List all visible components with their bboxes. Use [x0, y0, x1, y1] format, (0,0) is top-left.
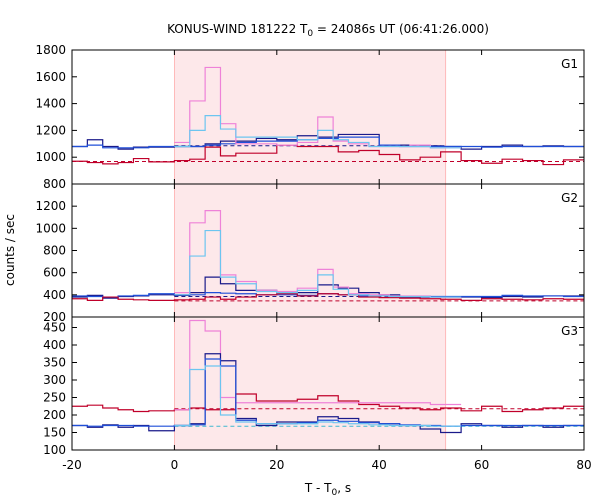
series-sky-g2 — [174, 229, 462, 298]
panel-g2: 200 400 600 800 1000 1200 G2 — [35, 183, 585, 324]
panels-layer: 80010001200140016001800G1200400600800100… — [35, 43, 591, 472]
series-crimson-g1 — [72, 144, 584, 166]
chart-title: KONUS-WIND 181222 T0 = 24086s UT (06:41:… — [167, 22, 489, 39]
y-tick-label: 600 — [43, 266, 66, 280]
y-tick-label: 200 — [43, 408, 66, 422]
series-sky-g3 — [174, 365, 462, 427]
y-tick-label: 400 — [43, 288, 66, 302]
y-tick-label: 450 — [43, 321, 66, 335]
y-tick-label: 300 — [43, 373, 66, 387]
y-tick-label: 150 — [43, 426, 66, 440]
x-tick-label: -20 — [62, 458, 82, 472]
y-tick-label: 800 — [43, 177, 66, 191]
x-tick-label: 40 — [372, 458, 387, 472]
series-sky-g1 — [174, 115, 462, 149]
y-tick-label: 400 — [43, 338, 66, 352]
x-tick-label: 20 — [269, 458, 284, 472]
x-axis-label: T - T0, s — [304, 481, 351, 498]
y-tick-label: 100 — [43, 443, 66, 457]
y-tick-label: 1800 — [35, 43, 66, 57]
y-tick-label: 1400 — [35, 97, 66, 111]
y-tick-label: 200 — [43, 310, 66, 324]
series-blue-g2 — [72, 292, 584, 298]
y-tick-label: 800 — [43, 244, 66, 258]
panel-frame — [71, 316, 585, 451]
series-crimson-g2 — [72, 293, 584, 301]
y-tick-label: 1200 — [35, 199, 66, 213]
shaded-interval — [174, 50, 446, 184]
y-tick-label: 350 — [43, 356, 66, 370]
panel-g3: 100 150 200 250 300 350 400 450 G3 — [43, 316, 585, 457]
panel-label: G3 — [561, 324, 578, 338]
series-crimson-g3 — [72, 393, 584, 413]
y-axis-label: counts / sec — [3, 214, 17, 286]
panel-g1: 800 1000 1200 1400 1600 1800 G1 — [35, 43, 585, 191]
panel-label: G1 — [561, 57, 578, 71]
x-tick-label: 80 — [576, 458, 591, 472]
y-tick-label: 1000 — [35, 221, 66, 235]
y-tick-label: 1200 — [35, 123, 66, 137]
y-tick-label: 250 — [43, 391, 66, 405]
y-tick-label: 1600 — [35, 70, 66, 84]
panel-label: G2 — [561, 191, 578, 205]
series-blue-g1 — [72, 136, 584, 149]
shaded-interval — [174, 317, 446, 450]
x-tick-label: 60 — [474, 458, 489, 472]
series-pink-g3 — [174, 319, 462, 411]
x-tick-label: 0 — [171, 458, 179, 472]
y-tick-label: 1000 — [35, 150, 66, 164]
